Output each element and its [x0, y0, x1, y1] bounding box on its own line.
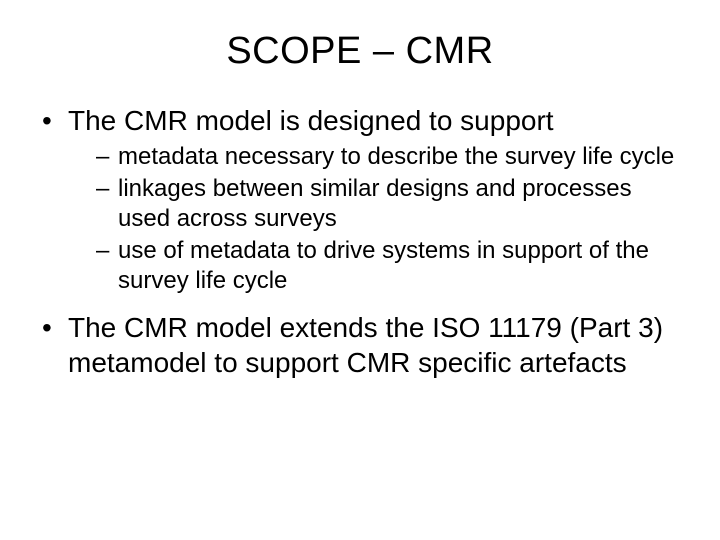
sub-bullet-list: metadata necessary to describe the surve…	[96, 142, 690, 296]
sub-bullet-text: use of metadata to drive systems in supp…	[118, 237, 649, 294]
sub-bullet-item: metadata necessary to describe the surve…	[96, 142, 690, 172]
sub-bullet-text: linkages between similar designs and pro…	[118, 175, 632, 232]
bullet-text: The CMR model is designed to support	[68, 105, 554, 136]
slide-title: SCOPE – CMR	[30, 30, 690, 73]
slide: SCOPE – CMR The CMR model is designed to…	[0, 0, 720, 540]
bullet-text: The CMR model extends the ISO 11179 (Par…	[68, 312, 663, 378]
bullet-item: The CMR model is designed to support met…	[40, 103, 690, 296]
bullet-item: The CMR model extends the ISO 11179 (Par…	[40, 310, 690, 380]
sub-bullet-item: use of metadata to drive systems in supp…	[96, 236, 690, 296]
sub-bullet-text: metadata necessary to describe the surve…	[118, 143, 674, 170]
bullet-list: The CMR model is designed to support met…	[40, 103, 690, 380]
sub-bullet-item: linkages between similar designs and pro…	[96, 174, 690, 234]
